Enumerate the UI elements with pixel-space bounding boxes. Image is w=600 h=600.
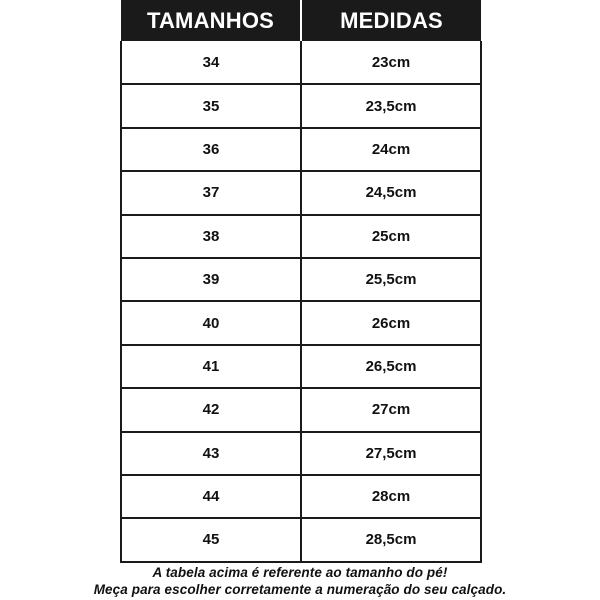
table-row: 36 24cm — [120, 127, 482, 173]
table-row: 44 28cm — [120, 474, 482, 520]
cell-size: 41 — [120, 344, 302, 390]
table-row: 35 23,5cm — [120, 84, 482, 129]
footer-note: A tabela acima é referente ao tamanho do… — [0, 564, 600, 598]
cell-size: 40 — [120, 301, 302, 346]
cell-measure: 23,5cm — [301, 84, 482, 129]
cell-measure: 25,5cm — [301, 257, 482, 303]
cell-size: 36 — [120, 127, 302, 173]
table-row: 39 25,5cm — [120, 257, 482, 303]
cell-size: 35 — [120, 84, 302, 129]
cell-measure: 27,5cm — [301, 431, 482, 476]
table-body: 34 23cm 35 23,5cm 36 24cm 37 24,5cm 38 25cm 39 25,5… — [120, 41, 482, 563]
table-row: 43 27,5cm — [120, 431, 482, 476]
table-row: 41 26,5cm — [120, 344, 482, 390]
table-row: 34 23cm — [120, 41, 482, 86]
cell-measure: 26,5cm — [301, 344, 482, 390]
cell-size: 39 — [120, 257, 302, 303]
column-header-measures: MEDIDAS — [300, 0, 481, 41]
table-row: 42 27cm — [120, 388, 482, 433]
cell-measure: 24cm — [301, 127, 482, 173]
cell-measure: 24,5cm — [301, 171, 482, 216]
table-row: 38 25cm — [120, 214, 482, 259]
cell-size: 44 — [120, 474, 302, 520]
footer-note-line-2: Meça para escolher corretamente a numera… — [93, 582, 507, 597]
table-header-row: TAMANHOS MEDIDAS — [121, 0, 481, 41]
shoe-size-table: TAMANHOS MEDIDAS 34 23cm 35 23,5cm 36 24cm 37 2… — [120, 0, 482, 563]
cell-measure: 25cm — [301, 214, 482, 259]
cell-measure: 27cm — [301, 388, 482, 433]
footer-note-line-1: A tabela acima é referente ao tamanho do… — [152, 565, 448, 580]
table-header: TAMANHOS MEDIDAS — [121, 0, 481, 41]
cell-size: 45 — [120, 518, 302, 563]
table-row: 40 26cm — [120, 301, 482, 346]
cell-size: 42 — [120, 388, 302, 433]
cell-measure: 28,5cm — [301, 518, 482, 563]
cell-size: 38 — [120, 214, 302, 259]
table-row: 45 28,5cm — [120, 518, 482, 563]
cell-size: 34 — [120, 41, 302, 86]
cell-measure: 26cm — [301, 301, 482, 346]
cell-measure: 23cm — [301, 41, 482, 86]
column-header-sizes: TAMANHOS — [121, 0, 301, 41]
cell-size: 43 — [120, 431, 302, 476]
table-row: 37 24,5cm — [120, 171, 482, 216]
cell-size: 37 — [120, 171, 302, 216]
cell-measure: 28cm — [301, 474, 482, 520]
